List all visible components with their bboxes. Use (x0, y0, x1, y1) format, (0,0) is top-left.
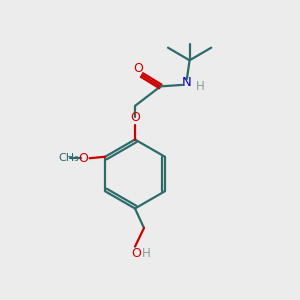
Text: H: H (196, 80, 205, 93)
Text: N: N (182, 76, 192, 89)
Text: O: O (132, 247, 141, 260)
Text: H: H (142, 247, 151, 260)
Text: O: O (130, 111, 140, 124)
Text: CH₃: CH₃ (58, 153, 79, 163)
Text: O: O (134, 62, 143, 75)
Text: O: O (78, 152, 88, 165)
